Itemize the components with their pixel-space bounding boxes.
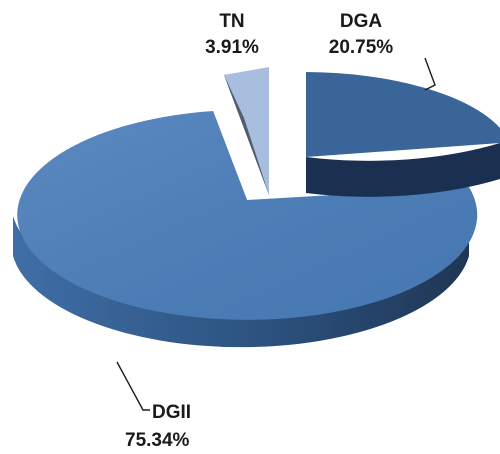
- slice-dga: [306, 72, 500, 197]
- slice-dgii: [13, 111, 478, 348]
- label-dga-value: 20.75%: [329, 37, 394, 58]
- label-dgii-value: 75.34%: [125, 430, 190, 451]
- slice-dga-side: [306, 143, 500, 197]
- slice-tn-top-face: [224, 67, 269, 120]
- label-dga-name: DGA: [340, 11, 383, 32]
- label-dgii-name: DGII: [152, 402, 191, 423]
- label-tn-value: 3.91%: [205, 37, 259, 58]
- leader-line-dgii: [116, 361, 150, 411]
- leader-line-dga: [424, 57, 436, 91]
- label-tn-name: TN: [219, 11, 244, 32]
- slice-dgii-side: [13, 216, 469, 348]
- slice-tn: [224, 67, 269, 195]
- slice-dga-top: [306, 72, 500, 157]
